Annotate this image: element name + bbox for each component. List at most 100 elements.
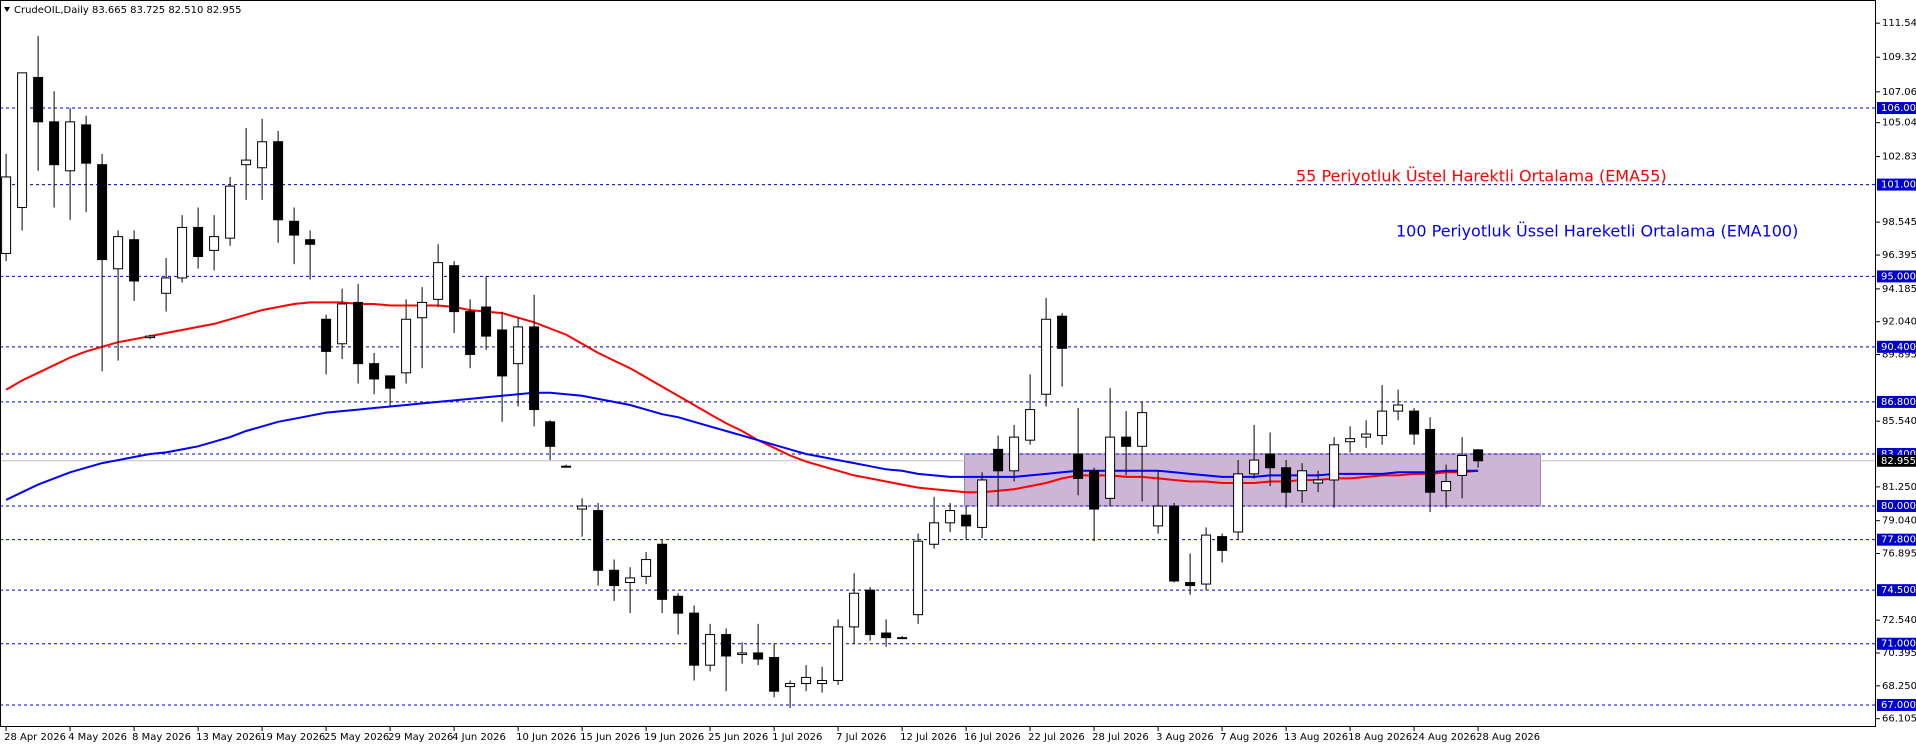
candle-body-up <box>1249 459 1260 475</box>
y-tick-label: 89.895 <box>1882 350 1916 361</box>
candle-body-up <box>1377 410 1388 437</box>
candle-body-up <box>785 683 796 688</box>
y-tick-label: 94.185 <box>1882 284 1916 295</box>
candle-body-up <box>65 121 76 172</box>
candle-body-down <box>865 589 876 636</box>
candle-body-down <box>1073 453 1084 479</box>
x-tick-label: 1 Jul 2026 <box>772 732 822 743</box>
candle-body-up <box>577 505 588 510</box>
y-tick-label: 72.540 <box>1882 615 1916 626</box>
candle-body-up <box>913 540 924 616</box>
level-label-box <box>1877 270 1916 283</box>
level-label-box <box>1877 178 1916 191</box>
x-tick-label: 7 Aug 2026 <box>1220 732 1278 743</box>
y-tick-label: 107.060 <box>1882 87 1916 98</box>
x-tick-label: 10 Jun 2026 <box>516 732 576 743</box>
x-tick-label: 8 May 2026 <box>132 732 191 743</box>
candle-body-down <box>289 220 300 236</box>
candle-body-down <box>1185 582 1196 587</box>
y-tick-label: 66.105 <box>1882 714 1916 725</box>
candle-body-up <box>1329 444 1340 481</box>
candle-body-down <box>1121 436 1132 447</box>
candle-body-down <box>529 326 540 411</box>
candle-body-up <box>337 303 348 345</box>
candle-body-down <box>81 124 92 164</box>
x-tick-label: 25 May 2026 <box>324 732 389 743</box>
candle-body-down <box>369 363 380 380</box>
candle-body-down <box>881 632 892 639</box>
candle-body-down <box>385 375 396 389</box>
level-label: 83.400 <box>1881 449 1916 460</box>
level-label-box <box>1877 395 1916 408</box>
levels-layer <box>0 107 1876 706</box>
candle-body-down <box>993 448 1004 472</box>
x-tick-label: 19 Jun 2026 <box>644 732 704 743</box>
ema-line <box>5 391 1479 501</box>
candle-body-up <box>1345 438 1356 443</box>
x-tick-label: 15 Jun 2026 <box>580 732 640 743</box>
candle-body-down <box>593 510 604 571</box>
candle-body-up <box>145 335 156 339</box>
candle-body-down <box>961 514 972 527</box>
x-tick-label: 4 Jun 2026 <box>452 732 506 743</box>
x-tick-label: 7 Jul 2026 <box>836 732 886 743</box>
candle-body-up <box>1233 473 1244 533</box>
x-tick-label: 22 Jul 2026 <box>1028 732 1085 743</box>
candle-body-down <box>609 569 620 587</box>
x-tick-label: 3 Aug 2026 <box>1156 732 1214 743</box>
candle-body-up <box>897 637 908 640</box>
candle-body-down <box>1089 470 1100 510</box>
level-label: 80.000 <box>1881 501 1916 512</box>
candle-body-down <box>305 239 316 245</box>
y-tick-label: 79.040 <box>1882 516 1916 527</box>
candle-body-down <box>273 141 284 221</box>
candle-body-down <box>1057 315 1068 349</box>
chart-title: CrudeOIL,Daily 83.665 83.725 82.510 82.9… <box>14 5 241 16</box>
y-tick-label: 105.045 <box>1882 118 1916 129</box>
legend-entry: 55 Periyotluk Üstel Harektli Ortalama (E… <box>1296 167 1667 186</box>
candle-body-down <box>753 652 764 660</box>
candle-body-down <box>193 226 204 258</box>
candle-body-up <box>161 277 172 294</box>
candle-body-up <box>641 559 652 577</box>
legend-entry: 100 Periyotluk Üssel Hareketli Ortalama … <box>1396 222 1798 241</box>
candle-body-down <box>49 121 60 166</box>
level-label: 67.000 <box>1881 700 1916 711</box>
level-label: 95.000 <box>1881 271 1916 282</box>
level-label: 106.000 <box>1881 103 1916 114</box>
axis-layer: 111.545 109.320 107.060 105.045 102.830 98.54… <box>4 18 1916 743</box>
candle-body-up <box>1153 505 1164 527</box>
candle-body-down <box>721 634 732 657</box>
candle-body-down <box>689 612 700 666</box>
level-label: 71.000 <box>1881 639 1916 650</box>
candle-body-up <box>1137 412 1148 447</box>
candle-body-up <box>705 634 716 666</box>
x-tick-label: 13 Aug 2026 <box>1284 732 1348 743</box>
level-label-box <box>1877 340 1916 353</box>
candle-body-down <box>481 306 492 337</box>
level-label-box <box>1877 637 1916 650</box>
candle-body-up <box>737 652 748 655</box>
candle-body-up <box>417 301 428 319</box>
x-tick-label: 16 Jul 2026 <box>964 732 1021 743</box>
candle-body-down <box>33 76 44 123</box>
x-tick-label: 28 Jul 2026 <box>1092 732 1149 743</box>
candle-body-down <box>465 311 476 355</box>
plot-frame <box>0 0 1876 727</box>
candle-body-up <box>625 577 636 584</box>
candle-body-up <box>257 141 268 169</box>
candle-body-down <box>673 595 684 614</box>
candle-body-down <box>769 657 780 692</box>
candle-body-down <box>1169 505 1180 582</box>
x-tick-label: 19 May 2026 <box>260 732 325 743</box>
candle-body-down <box>129 239 140 282</box>
x-tick-label: 13 May 2026 <box>196 732 261 743</box>
current-price-label: 82.955 <box>1881 456 1916 467</box>
level-label: 90.400 <box>1881 342 1916 353</box>
candle-body-down <box>657 543 668 600</box>
y-tick-label: 68.250 <box>1882 681 1916 692</box>
candle-body-up <box>401 318 412 374</box>
x-tick-label: 28 Apr 2026 <box>4 732 66 743</box>
candle-body-up <box>209 236 220 251</box>
